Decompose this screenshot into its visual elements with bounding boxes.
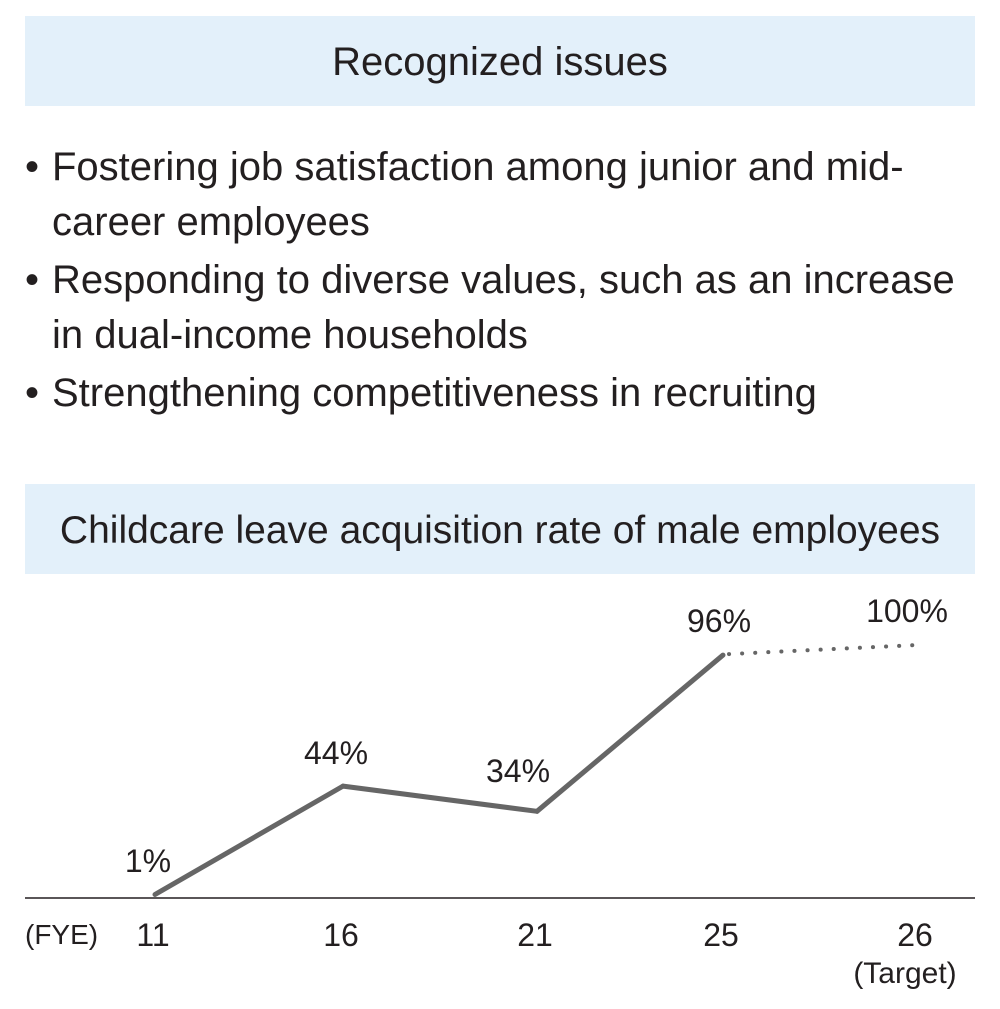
series-line-segment bbox=[152, 783, 346, 897]
target-dotted-line bbox=[727, 643, 919, 657]
issue-text: Fostering job satisfaction among junior … bbox=[52, 145, 904, 244]
x-tick-sublabel: (Target) bbox=[853, 957, 956, 990]
data-label: 44% bbox=[304, 735, 368, 771]
series-line-segment bbox=[534, 652, 726, 814]
issues-title: Recognized issues bbox=[332, 40, 668, 84]
data-label: 96% bbox=[687, 603, 751, 639]
issue-text: Strengthening competitiveness in recruit… bbox=[52, 371, 817, 415]
x-axis-label: (FYE) bbox=[25, 919, 98, 950]
series-line-segment bbox=[340, 783, 540, 814]
chart-header-band bbox=[25, 484, 975, 574]
bullet-icon: • bbox=[25, 145, 40, 189]
x-tick-label: 26 bbox=[897, 917, 933, 953]
issue-text: Responding to diverse values, such as an… bbox=[52, 258, 955, 357]
issue-item: • Responding to diverse values, such as … bbox=[25, 253, 985, 363]
x-tick-label: 25 bbox=[703, 917, 739, 953]
x-tick-label: 21 bbox=[517, 917, 553, 953]
x-tick-label: 16 bbox=[323, 917, 359, 953]
issue-item: • Fostering job satisfaction among junio… bbox=[25, 140, 985, 250]
data-label: 1% bbox=[125, 843, 171, 879]
issues-header-band bbox=[25, 16, 975, 106]
bullet-icon: • bbox=[25, 371, 40, 415]
data-label: 100% bbox=[866, 593, 948, 629]
data-label: 34% bbox=[486, 753, 550, 789]
issue-item: • Strengthening competitiveness in recru… bbox=[25, 366, 985, 421]
bullet-icon: • bbox=[25, 258, 40, 302]
chart-title: Childcare leave acquisition rate of male… bbox=[59, 509, 941, 552]
x-tick-label: 11 bbox=[136, 917, 169, 953]
